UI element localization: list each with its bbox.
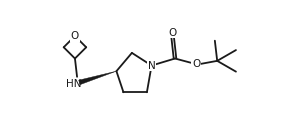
Text: HN: HN — [67, 79, 82, 89]
Text: N: N — [148, 60, 155, 71]
Text: O: O — [71, 31, 79, 41]
Polygon shape — [79, 71, 116, 85]
Text: O: O — [168, 28, 177, 38]
Text: O: O — [192, 59, 200, 69]
